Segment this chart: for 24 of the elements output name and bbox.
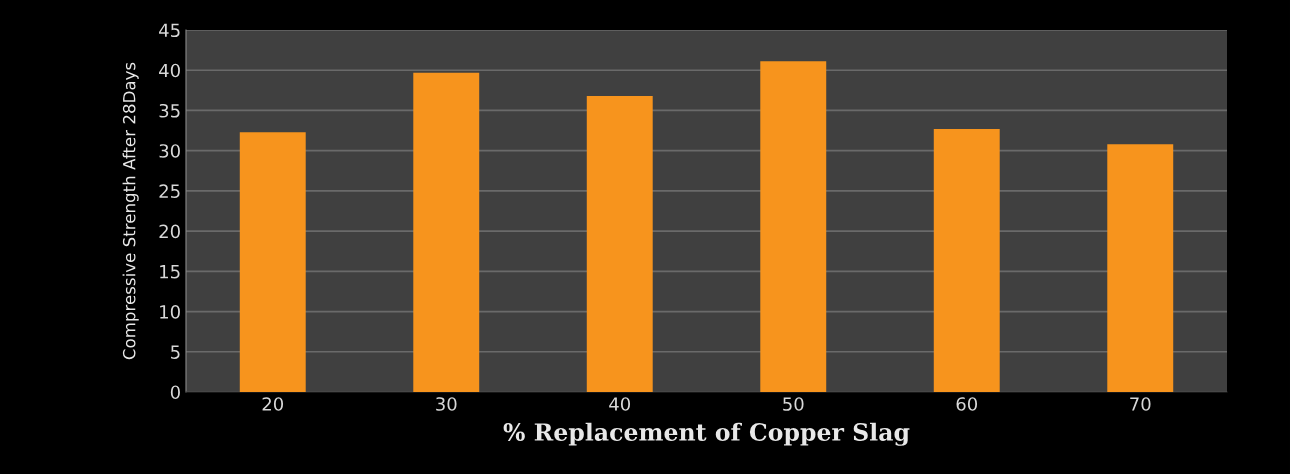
- y-tick-label: 20: [159, 224, 180, 239]
- bar: [933, 128, 1000, 392]
- y-tick-label: 35: [159, 103, 180, 118]
- bar: [760, 61, 827, 392]
- bar: [239, 132, 306, 392]
- x-tick-label: 40: [609, 397, 631, 411]
- y-tick-label: 15: [160, 265, 180, 279]
- x-tick-label: 60: [956, 397, 978, 411]
- bar: [413, 72, 480, 392]
- x-axis-title: % Replacement of Copper Slag: [503, 422, 910, 446]
- x-tick-label: 30: [436, 397, 457, 411]
- bar: [586, 95, 653, 392]
- y-tick-label: 5: [171, 345, 180, 359]
- x-tick-label: 70: [1130, 397, 1151, 411]
- y-tick-label: 45: [159, 23, 180, 38]
- y-tick-label: 25: [159, 184, 180, 199]
- x-tick-label: 20: [262, 397, 284, 411]
- y-tick-label: 0: [170, 385, 180, 400]
- x-tick-label: 50: [783, 397, 804, 411]
- bar: [1107, 144, 1174, 392]
- y-axis-title: Compressive Strength After 28Days: [122, 62, 139, 360]
- y-tick-label: 30: [159, 144, 180, 158]
- y-tick-label: 40: [159, 63, 180, 78]
- y-tick-label: 10: [160, 305, 180, 319]
